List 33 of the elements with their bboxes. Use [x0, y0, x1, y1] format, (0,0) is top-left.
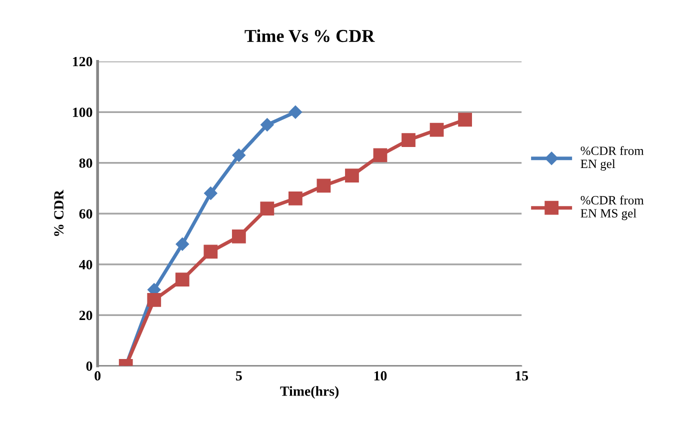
point — [260, 118, 274, 132]
point — [288, 191, 302, 206]
point — [176, 237, 189, 251]
point — [204, 186, 218, 200]
y-tick-label: 0 — [86, 361, 92, 371]
point — [373, 148, 388, 162]
x-tick-label: 10 — [374, 371, 387, 381]
legend-label: %CDR from EN MS gel — [580, 196, 644, 220]
point — [232, 148, 246, 162]
y-tick-label: 100 — [73, 108, 92, 118]
point — [147, 292, 162, 307]
point — [232, 230, 246, 244]
y-tick-label: 40 — [79, 260, 92, 270]
point — [458, 112, 472, 127]
y-axis-title: % CDR — [54, 190, 64, 236]
x-tick-label: 0 — [94, 371, 101, 381]
point — [288, 106, 302, 119]
y-tick-label: 120 — [73, 56, 92, 66]
point — [345, 168, 359, 182]
point — [175, 272, 190, 287]
point — [316, 178, 331, 193]
point — [260, 202, 274, 216]
point — [204, 244, 218, 259]
y-tick-label: 80 — [79, 158, 92, 168]
y-tick-label: 20 — [79, 310, 92, 320]
x-axis-title: Time(hrs) — [280, 386, 339, 399]
chart-title: Time Vs % CDR — [244, 29, 375, 42]
legend-label: %CDR from EN gel — [580, 146, 644, 171]
point — [402, 133, 416, 147]
point — [430, 122, 444, 137]
x-tick-label: 15 — [516, 371, 528, 381]
x-tick-label: 5 — [236, 371, 242, 381]
y-tick-label: 60 — [79, 209, 92, 219]
